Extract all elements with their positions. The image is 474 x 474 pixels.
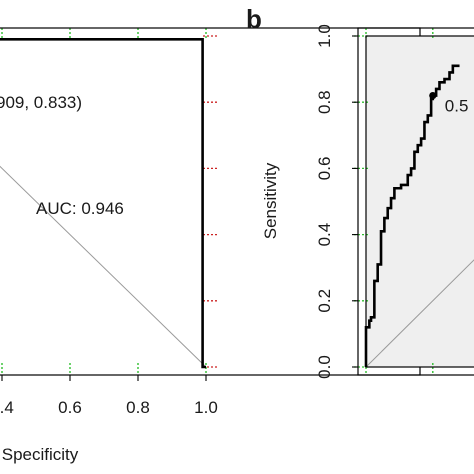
- panel-b-threshold-point: [429, 91, 437, 100]
- x-tick: 1.0: [194, 375, 218, 417]
- panel-b-roc-curve: [364, 64, 460, 367]
- panel-b-plot-frame: [365, 35, 474, 368]
- y-tick-label: 0.0: [315, 355, 334, 379]
- panel-a-threshold-label: 909, 0.833): [0, 93, 82, 112]
- panel-b-y-axis-ticks: 0.0 0.2 0.4 0.6 0.8 1.0: [315, 24, 358, 379]
- y-tick-label: 0.2: [315, 289, 334, 313]
- x-tick: 0.4: [0, 375, 14, 417]
- panel-a-roc-curve: [0, 38, 206, 369]
- panel-b-diagonal-reference-line: [365, 259, 474, 368]
- x-tick-label: 1.0: [194, 398, 218, 417]
- panel-b-letter: b: [246, 4, 262, 34]
- y-tick: 1.0: [315, 24, 358, 48]
- y-tick: 0.6: [315, 157, 358, 181]
- y-tick: 0.4: [315, 223, 358, 247]
- panel-a-x-axis-title: Specificity: [2, 445, 79, 464]
- panel-a: 0.4 0.6 0.8 1.0 Specificity 909, 0.833) AUC…: [0, 27, 421, 464]
- y-tick: 0.0: [315, 355, 358, 379]
- panel-a-auc-label: AUC: 0.946: [36, 199, 124, 218]
- y-tick-label: 0.4: [315, 223, 334, 247]
- panel-b: b 0.00.2 0.00.20.40.60.81.0 Sensitivity …: [246, 4, 474, 379]
- y-tick: 0.8: [315, 90, 358, 114]
- x-tick: 0.8: [126, 375, 150, 417]
- y-tick-label: 1.0: [315, 24, 334, 48]
- panel-a-diagonal-reference-line: [0, 165, 207, 368]
- x-tick-label: 0.4: [0, 398, 14, 417]
- y-tick-label: 0.6: [315, 157, 334, 181]
- panel-a-edge-ticks: [1, 28, 218, 375]
- panel-b-outer-frame: [357, 27, 474, 376]
- panel-b-y-axis-title: Sensitivity: [261, 162, 280, 239]
- x-tick-label: 0.6: [58, 398, 82, 417]
- panel-b-plot-background: [366, 36, 474, 367]
- panel-a-x-axis-ticks: 0.4 0.6 0.8 1.0: [0, 375, 218, 417]
- panel-b-outer-box: [357, 27, 474, 376]
- x-tick: 0.6: [58, 375, 82, 417]
- y-tick: 0.2: [315, 289, 358, 313]
- panel-b-threshold-label: 0.5: [445, 97, 469, 116]
- x-tick-label: 0.8: [126, 398, 150, 417]
- y-tick-label: 0.8: [315, 90, 334, 114]
